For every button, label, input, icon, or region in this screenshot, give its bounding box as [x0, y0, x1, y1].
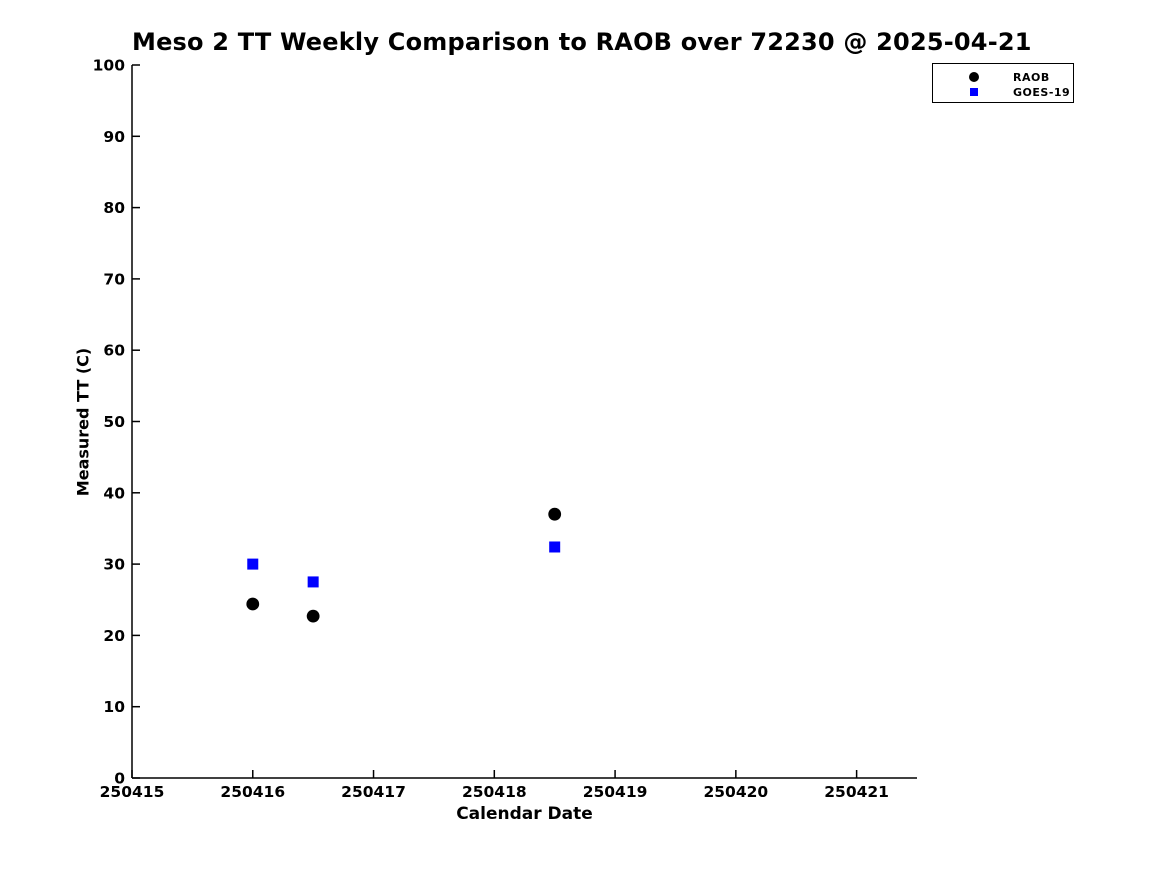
x-tick-label: 250415	[100, 783, 165, 801]
data-point-raob	[548, 507, 562, 521]
y-tick-label: 0	[114, 770, 125, 788]
data-point-goes-19	[247, 558, 259, 570]
y-tick-label: 20	[103, 627, 125, 645]
y-tick-label: 50	[103, 413, 125, 431]
x-tick-label: 250421	[824, 783, 889, 801]
data-point-goes-19	[549, 541, 561, 553]
legend: RAOB GOES-19	[932, 63, 1074, 103]
data-point-goes-19	[307, 576, 319, 588]
goes19-square-marker-icon	[970, 88, 978, 96]
legend-label-raob: RAOB	[1013, 71, 1050, 84]
y-tick-label: 30	[103, 556, 125, 574]
y-tick-label: 10	[103, 698, 125, 716]
x-axis-label: Calendar Date	[456, 804, 593, 824]
y-tick-label: 90	[103, 128, 125, 146]
x-tick-label: 250418	[462, 783, 527, 801]
x-tick-label: 250416	[220, 783, 285, 801]
raob-circle-marker-icon	[969, 72, 979, 82]
data-point-raob	[246, 597, 260, 611]
chart-title: Meso 2 TT Weekly Comparison to RAOB over…	[132, 28, 1032, 56]
data-point-raob	[306, 609, 320, 623]
y-tick-label: 100	[93, 57, 126, 75]
legend-label-goes19: GOES-19	[1013, 86, 1071, 99]
y-tick-label: 80	[103, 199, 125, 217]
x-tick-label: 250417	[341, 783, 406, 801]
y-tick-label: 40	[103, 484, 125, 502]
y-tick-label: 60	[103, 342, 125, 360]
y-tick-label: 70	[103, 270, 125, 288]
x-tick-label: 250420	[703, 783, 768, 801]
x-tick-label: 250419	[583, 783, 648, 801]
